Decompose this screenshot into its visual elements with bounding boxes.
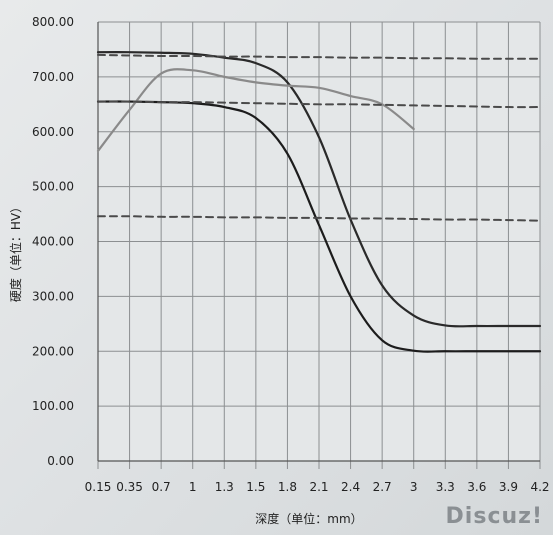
y-tick-label: 0.00 <box>47 454 74 468</box>
x-tick-label: 1.8 <box>278 480 297 494</box>
x-tick-label: 2.4 <box>341 480 360 494</box>
y-tick-label: 500.00 <box>32 180 74 194</box>
y-tick-label: 100.00 <box>32 399 74 413</box>
series-line-6 <box>97 215 541 222</box>
series-line-1 <box>96 51 542 328</box>
y-tick-label: 600.00 <box>32 125 74 139</box>
x-tick-label: 0.35 <box>116 480 143 494</box>
x-tick-label: 3.6 <box>467 480 486 494</box>
x-tick-label: 1.3 <box>215 480 234 494</box>
y-tick-label: 300.00 <box>32 289 74 303</box>
x-tick-label: 1 <box>189 480 197 494</box>
x-tick-label: 0.15 <box>85 480 112 494</box>
series-line-4 <box>97 53 541 60</box>
series-line-5 <box>97 100 541 109</box>
x-tick-label: 3.3 <box>436 480 455 494</box>
x-tick-label: 3.9 <box>499 480 518 494</box>
y-axis-label: 硬度（单位：HV） <box>8 201 23 302</box>
x-tick-label: 1.5 <box>246 480 265 494</box>
y-tick-label: 200.00 <box>32 344 74 358</box>
watermark: Discuz! <box>445 504 543 529</box>
x-tick-label: 4.2 <box>530 480 549 494</box>
x-tick-label: 3 <box>410 480 418 494</box>
y-tick-label: 400.00 <box>32 235 74 249</box>
x-tick-label: 2.7 <box>373 480 392 494</box>
y-tick-label: 700.00 <box>32 70 74 84</box>
x-tick-label: 2.1 <box>309 480 328 494</box>
y-tick-label: 800.00 <box>32 15 74 29</box>
x-tick-label: 0.7 <box>152 480 171 494</box>
series-line-3 <box>96 68 415 153</box>
x-axis-label: 深度（单位：mm） <box>255 511 362 526</box>
